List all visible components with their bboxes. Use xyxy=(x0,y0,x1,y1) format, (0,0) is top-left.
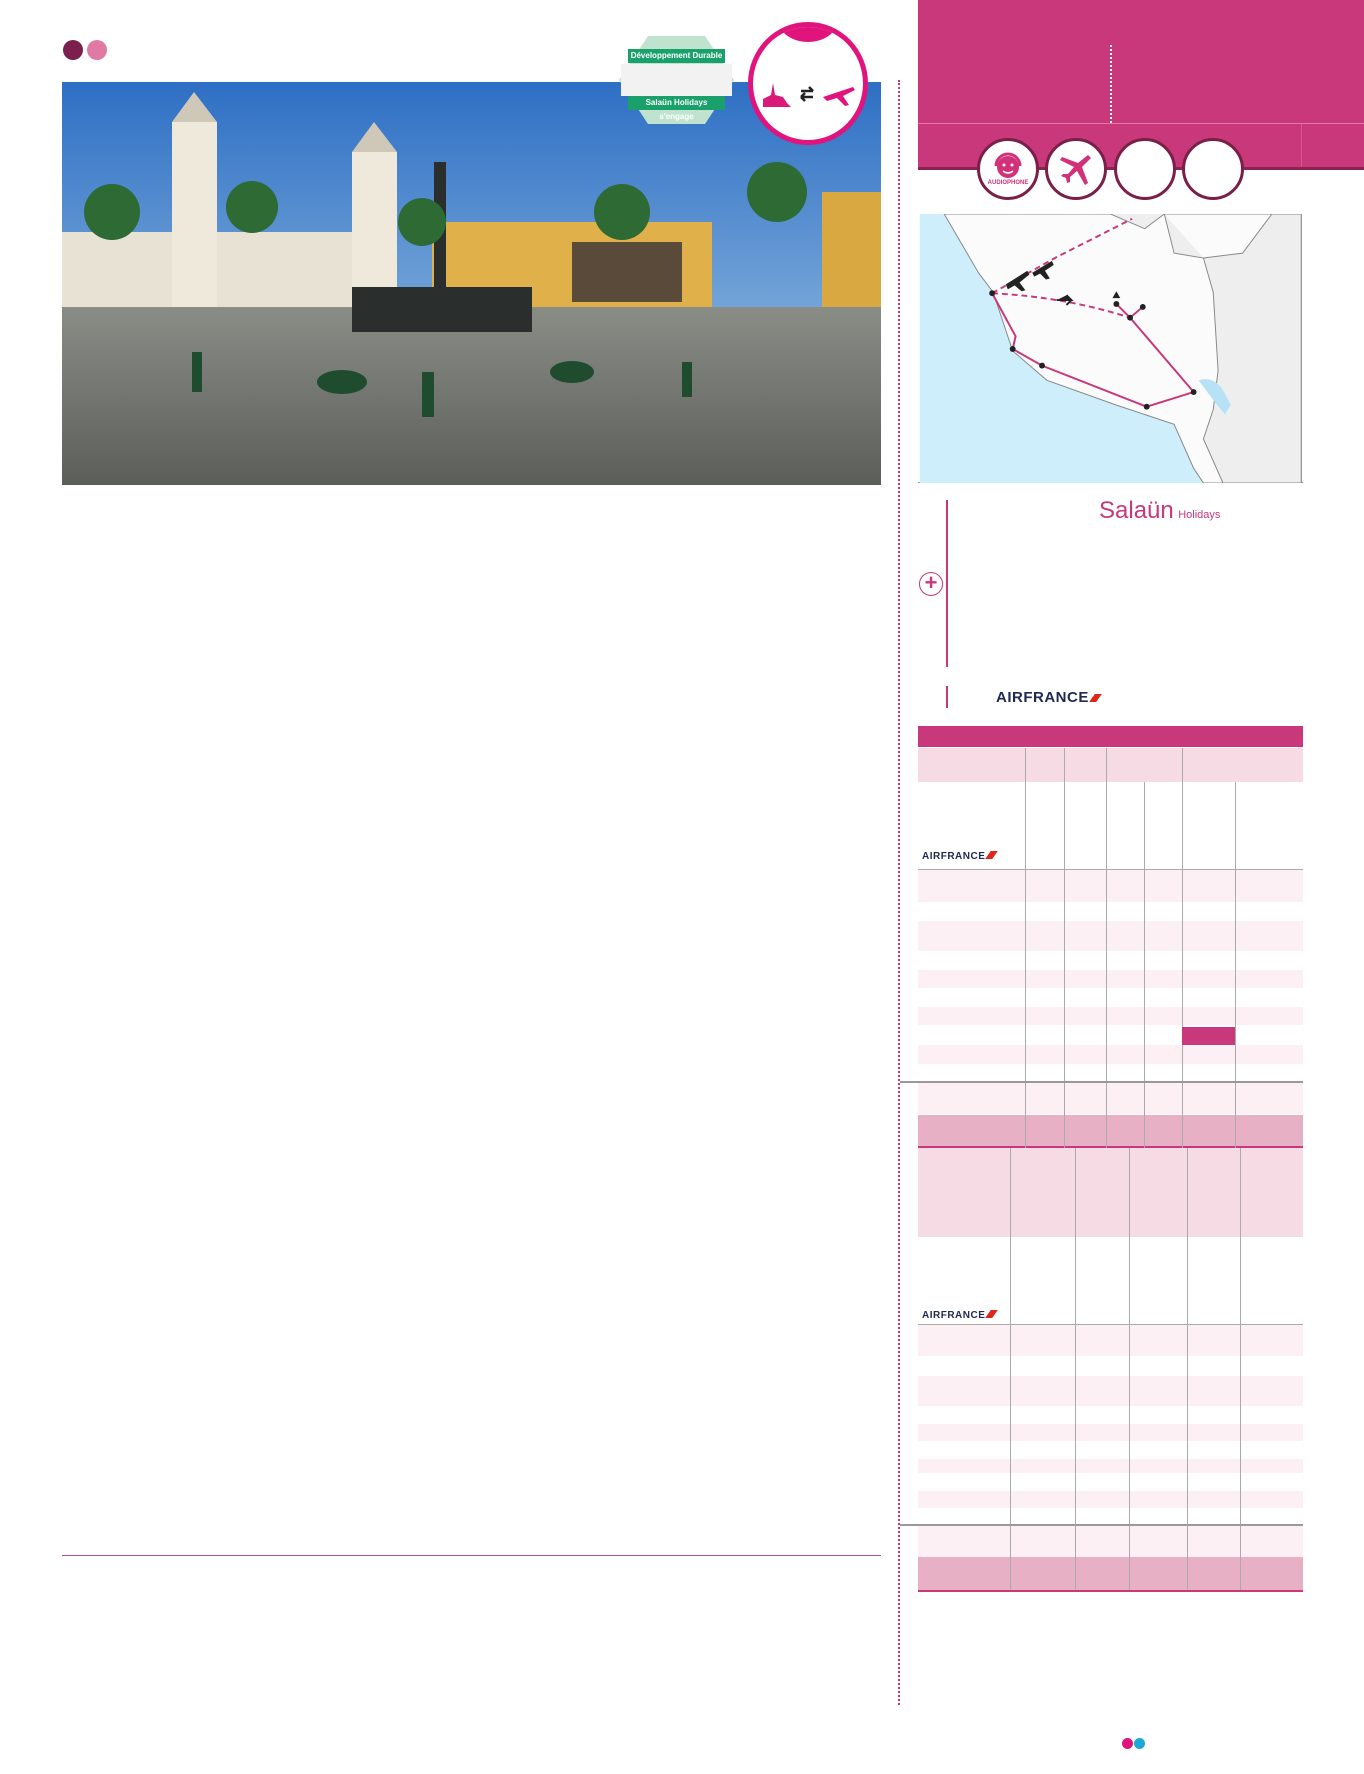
highlighted-cell xyxy=(1182,1027,1235,1045)
table-row xyxy=(918,1376,1303,1406)
price-table-1: AIRFRANCE xyxy=(918,726,1303,1148)
salaun-suffix: Holidays xyxy=(1178,509,1221,521)
column-line xyxy=(1025,748,1026,1148)
audiophone-label: AUDIOPHONE xyxy=(987,180,1029,186)
plaza-photo xyxy=(62,82,881,485)
column-line xyxy=(1182,748,1183,1148)
column-line xyxy=(1106,748,1107,1148)
badge-bottom-label: Salaün Holidays s'engage xyxy=(628,96,725,121)
table-total-row xyxy=(918,1557,1303,1590)
partners-bar xyxy=(946,500,948,667)
sustainability-badge: Développement Durable Salaün Holidays s'… xyxy=(618,35,735,125)
audiophone-icon xyxy=(994,152,1022,178)
table-row xyxy=(918,970,1303,988)
flight-feature xyxy=(1045,138,1107,200)
partners-bar-bottom xyxy=(946,686,948,708)
section-dot-light xyxy=(87,40,107,60)
table-row xyxy=(918,1083,1303,1114)
transport-badge xyxy=(748,22,868,145)
column-line xyxy=(1240,1148,1241,1590)
plane-icon xyxy=(1005,260,1074,306)
column-divider xyxy=(898,80,900,1705)
table-row xyxy=(918,1459,1303,1473)
table-1-separator xyxy=(900,1081,1303,1083)
audiophone-feature: AUDIOPHONE xyxy=(977,138,1039,200)
feature-icon-empty-1 xyxy=(1114,138,1176,200)
footer-dot-magenta xyxy=(1122,1738,1133,1749)
feature-icon-empty-2 xyxy=(1182,138,1244,200)
table-row xyxy=(918,870,1303,902)
header-rule xyxy=(918,869,1303,870)
table-row xyxy=(918,1045,1303,1064)
table-row xyxy=(918,1526,1303,1557)
column-line xyxy=(1075,1148,1076,1590)
salaun-brand: Salaün xyxy=(1099,497,1174,524)
section-rule xyxy=(62,1555,881,1556)
itinerary-map xyxy=(918,213,1303,484)
airfrance-logo: AIRFRANCE xyxy=(996,689,1102,706)
table-row xyxy=(918,1325,1303,1356)
section-dot-dark xyxy=(63,40,83,60)
table-row xyxy=(918,1007,1303,1025)
table-title-bar xyxy=(918,726,1303,747)
footer-dot-cyan xyxy=(1134,1738,1145,1749)
column-line xyxy=(1010,1148,1011,1590)
plane-icon xyxy=(1060,155,1091,185)
salaun-logo: Salaün Holidays xyxy=(1099,497,1220,525)
table-bottom-rule xyxy=(918,1146,1303,1148)
table-header-row xyxy=(918,1148,1303,1237)
column-line xyxy=(1235,782,1236,1148)
table-bottom-rule xyxy=(918,1590,1303,1592)
table-row xyxy=(918,921,1303,951)
airfrance-logo: AIRFRANCE xyxy=(922,1310,999,1321)
column-line xyxy=(1144,782,1145,1148)
table-row xyxy=(918,1491,1303,1508)
header-rule xyxy=(918,1324,1303,1325)
plus-icon[interactable]: + xyxy=(919,572,943,596)
column-line xyxy=(1064,748,1065,1148)
airfrance-logo: AIRFRANCE xyxy=(922,851,999,862)
table-row xyxy=(918,1424,1303,1441)
column-line xyxy=(1129,1148,1130,1590)
city-exchange-plane-icon xyxy=(763,83,855,107)
column-line xyxy=(1187,1148,1188,1590)
badge-top-label: Développement Durable xyxy=(628,49,725,63)
table-2-separator xyxy=(900,1524,1303,1526)
table-header-row xyxy=(918,748,1303,782)
table-total-row xyxy=(918,1115,1303,1146)
price-table-2: AIRFRANCE xyxy=(918,1148,1303,1592)
